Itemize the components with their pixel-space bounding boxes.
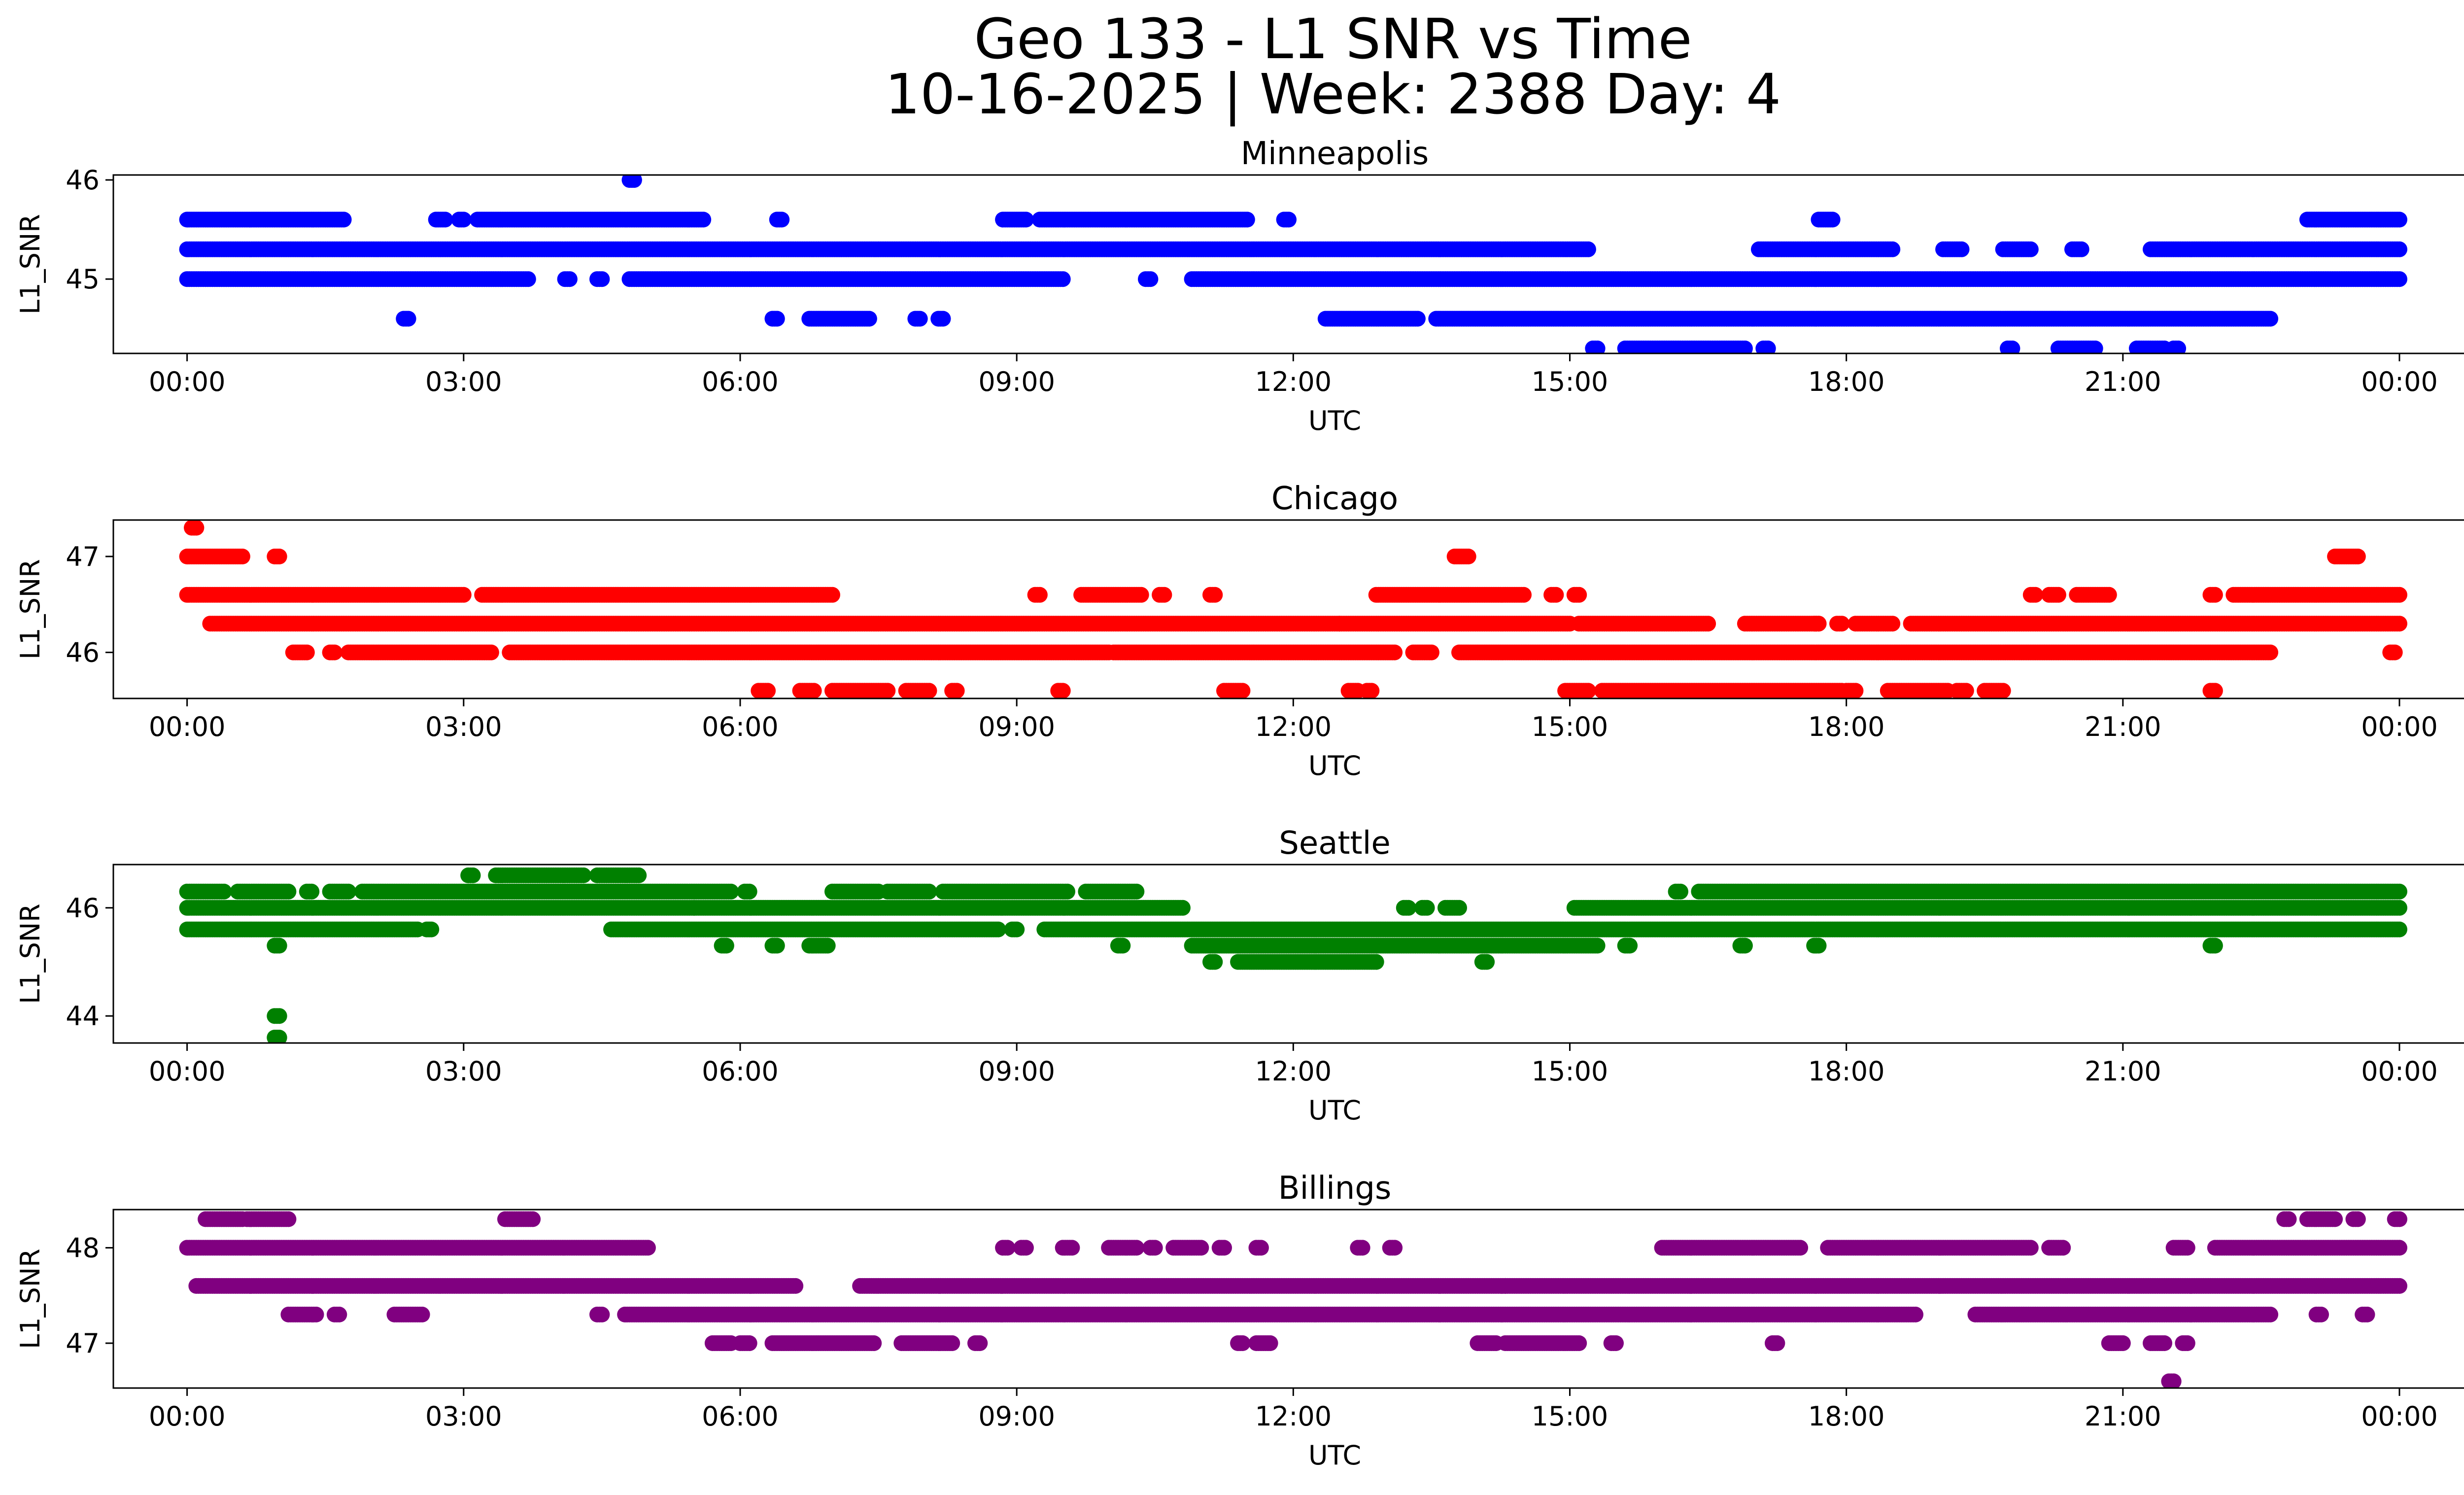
data-point <box>1700 616 1716 632</box>
panel-title: Chicago <box>1271 481 1398 517</box>
data-point <box>455 587 472 603</box>
data-point <box>1589 340 1606 353</box>
axes-frame <box>112 174 2464 354</box>
data-point <box>2087 340 2103 353</box>
data-point <box>1884 241 1901 257</box>
data-point <box>1760 340 1776 353</box>
data-point <box>2392 587 2407 603</box>
figure-title-line2: 10-16-2025 | Week: 2388 Day: 4 <box>885 63 1781 127</box>
data-point <box>806 683 822 698</box>
x-tick-label: 00:00 <box>149 366 226 397</box>
data-point <box>1516 587 1532 603</box>
data-point <box>594 271 610 287</box>
data-point <box>880 683 896 698</box>
y-tick-label: 46 <box>66 165 100 196</box>
subplot-panels: Minneapolis 00:00 03:00 06:00 09:00 12:00 15:0… <box>15 136 2464 1471</box>
data-point <box>2392 241 2407 257</box>
data-point <box>949 683 965 698</box>
scatter-points <box>179 175 2407 353</box>
data-point <box>1811 616 1827 632</box>
data-point <box>1156 587 1172 603</box>
data-point <box>299 644 315 661</box>
data-point <box>1133 587 1149 603</box>
data-point <box>1207 587 1223 603</box>
x-tick-label: 18:00 <box>1808 366 1885 397</box>
data-point <box>455 211 472 228</box>
data-point <box>188 520 205 536</box>
data-point <box>1055 271 1071 287</box>
data-point <box>1234 683 1251 698</box>
x-tick-label: 03:00 <box>425 366 502 397</box>
data-point <box>2027 587 2044 603</box>
data-point <box>1055 683 1071 698</box>
x-axis-label: UTC <box>1308 405 1361 436</box>
data-point <box>912 311 928 327</box>
data-point <box>520 271 536 287</box>
data-point <box>1364 683 1380 698</box>
data-point <box>271 549 287 564</box>
x-tick-label: 21:00 <box>2085 366 2161 397</box>
y-axis-label: L1_SNR <box>15 214 46 314</box>
data-point <box>561 271 578 287</box>
data-point <box>1824 211 1841 228</box>
data-point <box>1018 211 1034 228</box>
panel-minneapolis: Minneapolis 00:00 03:00 06:00 09:00 12:00 15:0… <box>15 136 2464 436</box>
data-point <box>2262 311 2279 327</box>
data-point <box>1548 587 1564 603</box>
data-point <box>774 211 790 228</box>
data-point <box>2392 211 2407 228</box>
data-point <box>2207 587 2223 603</box>
data-point <box>1580 241 1596 257</box>
data-point <box>1239 211 1255 228</box>
data-point <box>1423 644 1439 661</box>
data-point <box>2350 549 2366 564</box>
data-point <box>2073 241 2089 257</box>
data-point <box>861 311 877 327</box>
data-point <box>234 549 250 564</box>
x-tick-label: 00:00 <box>2361 366 2438 397</box>
data-point <box>695 211 712 228</box>
data-point <box>2262 644 2279 661</box>
data-point <box>2392 616 2407 632</box>
data-point <box>1460 549 1476 564</box>
data-point <box>921 683 937 698</box>
data-point <box>1834 616 1850 632</box>
data-point <box>1387 644 1403 661</box>
x-tick-label: 15:00 <box>1532 366 1608 397</box>
data-point <box>2170 340 2187 353</box>
data-point <box>2004 340 2020 353</box>
data-point <box>336 211 352 228</box>
data-point <box>626 175 642 188</box>
data-point <box>2392 271 2407 287</box>
data-point <box>1884 616 1901 632</box>
y-tick-label: 45 <box>66 264 100 295</box>
data-point <box>1580 683 1596 698</box>
data-point <box>1409 311 1426 327</box>
data-point <box>1737 340 1753 353</box>
data-point <box>935 311 951 327</box>
data-point <box>2101 587 2117 603</box>
data-point <box>769 311 785 327</box>
scatter-points <box>179 520 2407 698</box>
figure-title-line1: Geo 133 - L1 SNR vs Time <box>974 7 1692 71</box>
data-point <box>326 644 342 661</box>
data-point <box>1031 587 1048 603</box>
panel-title: Minneapolis <box>1241 136 1429 172</box>
data-point <box>1571 587 1587 603</box>
x-tick-label: 12:00 <box>1255 366 1332 397</box>
data-point <box>483 644 499 661</box>
x-tick-label: 09:00 <box>978 366 1055 397</box>
data-point <box>2022 241 2039 257</box>
data-point <box>1953 241 1970 257</box>
x-tick-label: 06:00 <box>702 366 779 397</box>
data-point <box>824 587 840 603</box>
data-point <box>760 683 776 698</box>
data-point <box>2050 587 2066 603</box>
data-point <box>437 211 453 228</box>
data-point <box>1142 271 1159 287</box>
data-point <box>400 311 416 327</box>
data-point <box>1281 211 1297 228</box>
